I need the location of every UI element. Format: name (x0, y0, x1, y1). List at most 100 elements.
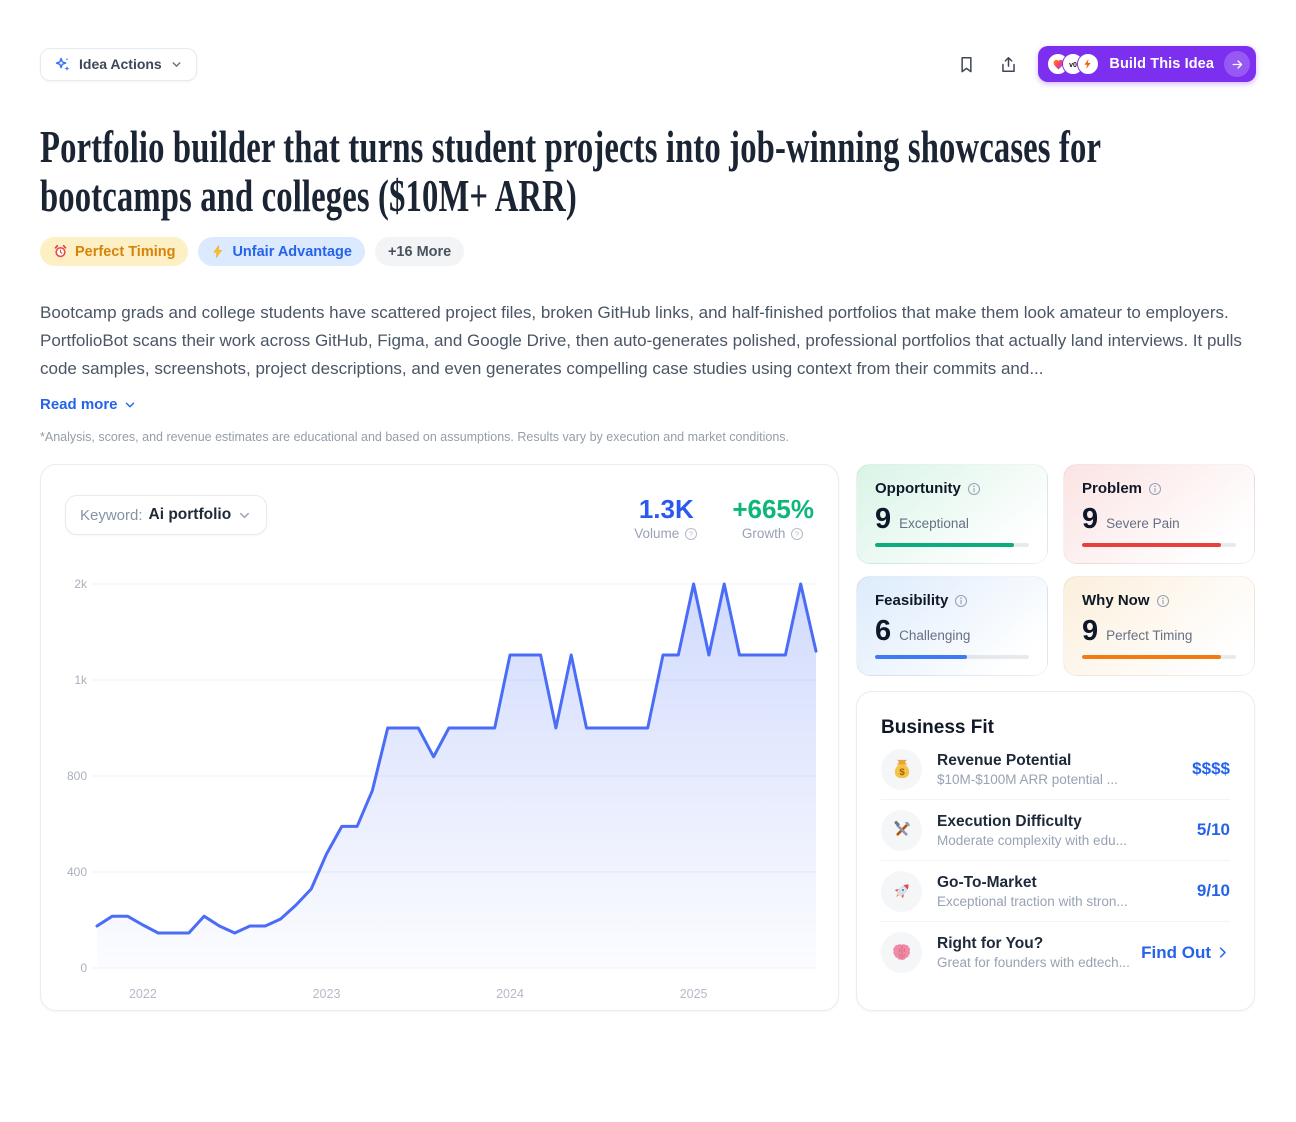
trend-stats: 1.3K Volume ? +665% Growth (634, 495, 814, 541)
bolt-logo (1077, 53, 1100, 75)
fit-row-right-for-you[interactable]: Right for You? Great for founders with e… (881, 922, 1230, 983)
build-button-label: Build This Idea (1109, 56, 1214, 72)
bookmark-icon (961, 56, 972, 72)
chevron-down-icon (172, 61, 181, 67)
score-value: 9 (875, 503, 892, 535)
trend-card-header: Keyword: Ai portfolio 1.3K Volume ? (41, 465, 838, 541)
score-card-feasibility: Feasibility 6 Challenging (856, 576, 1048, 676)
read-more-label: Read more (40, 396, 118, 413)
build-tool-logos: v0 (1047, 53, 1100, 75)
toolbar-right: v0 Build This Idea (954, 46, 1256, 82)
question-circle-icon[interactable]: ? (684, 527, 698, 541)
svg-text:$: $ (899, 767, 905, 778)
chevron-down-icon (125, 402, 134, 407)
info-icon[interactable] (1156, 594, 1170, 608)
fit-row-title: Execution Difficulty (937, 812, 1082, 830)
score-label: Opportunity (875, 480, 961, 497)
idea-actions-button[interactable]: Idea Actions (40, 47, 197, 81)
fit-row-execution-difficulty[interactable]: Execution Difficulty Moderate complexity… (881, 800, 1230, 861)
score-descriptor: Severe Pain (1106, 516, 1180, 531)
growth-stat: +665% Growth ? (732, 495, 814, 541)
tag-label: Unfair Advantage (232, 243, 352, 260)
keyword-select[interactable]: Keyword: Ai portfolio (65, 495, 268, 535)
question-circle-icon[interactable]: ? (790, 527, 804, 541)
score-label: Feasibility (875, 592, 949, 609)
svg-text:2025: 2025 (680, 987, 708, 1001)
score-descriptor: Perfect Timing (1106, 628, 1193, 643)
score-label: Why Now (1082, 592, 1150, 609)
arrow-right-icon (1224, 51, 1250, 77)
fit-row-go-to-market[interactable]: Go-To-Market Exceptional traction with s… (881, 861, 1230, 922)
trend-chart-svg: 0 400 800 1k 2k 2022 2023 2024 2025 (67, 577, 818, 1001)
page: Idea Actions (0, 46, 1296, 1011)
score-bar-fill (875, 543, 1014, 547)
volume-value: 1.3K (638, 494, 694, 524)
svg-text:800: 800 (67, 769, 87, 783)
score-bar-fill (1082, 655, 1221, 659)
score-value: 6 (875, 615, 892, 647)
score-label: Problem (1082, 480, 1143, 497)
read-more-button[interactable]: Read more (40, 396, 137, 413)
tag-list: Perfect Timing Unfair Advantage +16 More (40, 237, 1256, 266)
fit-row-subtitle: Exceptional traction with stron... (937, 893, 1128, 909)
svg-text:2k: 2k (74, 577, 88, 591)
fit-row-title: Revenue Potential (937, 751, 1072, 769)
fit-row-text: Right for You? Great for founders with e… (937, 935, 1130, 970)
alarm-clock-icon (54, 244, 67, 258)
fit-row-title: Right for You? (937, 935, 1044, 952)
score-value: 9 (1082, 615, 1099, 647)
idea-description: Bootcamp grads and college students have… (40, 303, 1242, 378)
brain-icon (881, 932, 922, 973)
fit-row-subtitle: $10M-$100M ARR potential ... (937, 771, 1118, 787)
fit-row-subtitle: Moderate complexity with edu... (937, 832, 1127, 848)
go-to-market-score: 9/10 (1196, 881, 1230, 900)
keyword-value: Ai portfolio (148, 506, 232, 523)
content-row: Keyword: Ai portfolio 1.3K Volume ? (40, 464, 1256, 1011)
score-bar (875, 655, 1029, 659)
tag-perfect-timing[interactable]: Perfect Timing (40, 237, 189, 266)
info-icon[interactable] (954, 594, 968, 608)
growth-value: +665% (732, 494, 814, 524)
revenue-potential-value: $$$$ (1192, 759, 1230, 778)
tag-more[interactable]: +16 More (374, 237, 465, 266)
volume-stat: 1.3K Volume ? (634, 495, 698, 541)
tag-unfair-advantage[interactable]: Unfair Advantage (198, 237, 365, 266)
fit-row-text: Revenue Potential $10M-$100M ARR potenti… (937, 752, 1118, 787)
page-title: Portfolio builder that turns student pro… (40, 121, 1101, 221)
svg-text:?: ? (689, 529, 693, 538)
score-card-why-now: Why Now 9 Perfect Timing (1063, 576, 1255, 676)
fit-row-revenue-potential[interactable]: $ Revenue Potential $10M-$100M ARR poten… (881, 739, 1230, 800)
svg-text:0: 0 (80, 961, 87, 975)
svg-text:2023: 2023 (313, 987, 341, 1001)
volume-label: Volume (634, 526, 680, 541)
fit-row-text: Execution Difficulty Moderate complexity… (937, 813, 1127, 848)
svg-text:400: 400 (67, 865, 87, 879)
svg-text:v0: v0 (1069, 62, 1077, 69)
score-value: 9 (1082, 503, 1099, 535)
score-bar (1082, 655, 1236, 659)
svg-text:1k: 1k (74, 673, 88, 687)
tag-label: +16 More (387, 243, 452, 260)
find-out-label: Find Out (1141, 942, 1211, 962)
rocket-icon (881, 870, 922, 912)
svg-text:?: ? (795, 529, 799, 538)
bookmark-button[interactable] (954, 52, 978, 76)
find-out-link[interactable]: Find Out (1141, 943, 1230, 963)
idea-actions-label: Idea Actions (79, 56, 162, 72)
execution-difficulty-score: 5/10 (1196, 820, 1230, 839)
right-column: Opportunity 9 Exceptional (856, 464, 1255, 1011)
business-fit-title: Business Fit (881, 717, 994, 738)
lightning-icon (213, 244, 223, 259)
info-icon[interactable] (967, 482, 981, 496)
chevron-down-icon (240, 512, 250, 518)
svg-text:2024: 2024 (496, 987, 524, 1001)
chevron-right-icon (1219, 947, 1226, 958)
sparkles-icon (55, 57, 70, 71)
toolbar: Idea Actions (40, 46, 1256, 82)
build-this-idea-button[interactable]: v0 Build This Idea (1038, 46, 1256, 82)
svg-text:2022: 2022 (129, 987, 157, 1001)
share-button[interactable] (996, 52, 1020, 76)
info-icon[interactable] (1148, 482, 1162, 496)
score-bar (875, 543, 1029, 547)
fit-row-title: Go-To-Market (937, 873, 1037, 891)
